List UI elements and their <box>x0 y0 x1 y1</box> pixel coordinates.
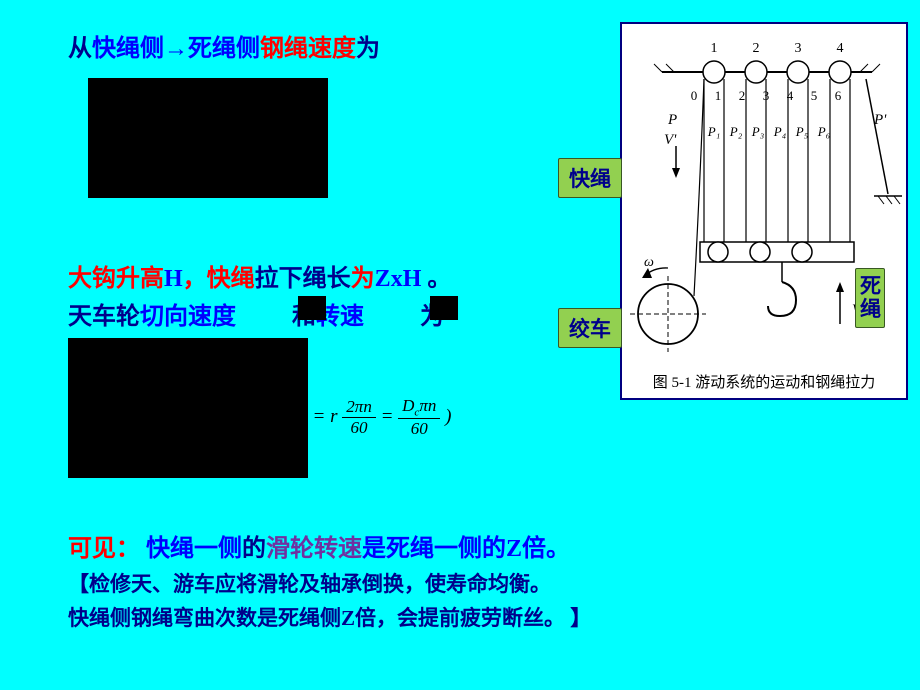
l1-seg2: 快绳侧→死绳侧 <box>92 36 260 62</box>
slide-root: 从快绳侧→死绳侧钢绳速度为 大钩升高H，快绳拉下绳长为ZxH 。 天车轮切向速度… <box>0 0 920 690</box>
redacted-inline-2 <box>430 296 458 320</box>
l2-seg6: Z <box>375 266 391 292</box>
text-line-2: 大钩升高H，快绳拉下绳长为ZxH 。 <box>68 258 451 293</box>
l3-seg1: 天车轮 <box>68 304 140 330</box>
callout-fast-rope: 快绳 <box>558 158 622 198</box>
text-line-1: 从快绳侧→死绳侧钢绳速度为 <box>68 28 380 63</box>
formula-lhs: V" <box>248 406 265 427</box>
fig-f1: P₁ <box>707 124 720 139</box>
l2-seg2: H <box>164 266 183 292</box>
formula-frac1: 2πn 60 <box>342 397 376 438</box>
l1-seg3: 钢绳速度 <box>260 36 356 62</box>
fig-f2: P₂ <box>729 124 743 139</box>
formula-den2: 60 <box>398 419 440 439</box>
l1-seg1: 从 <box>68 36 92 62</box>
fig-sn-6: 6 <box>835 88 842 103</box>
fig-omega: ω <box>644 255 654 270</box>
l2-seg5: 为 <box>351 266 375 292</box>
l4-seg1: 可见： <box>68 536 140 562</box>
formula-num2: Dcπn <box>398 396 440 419</box>
formula-eq2: = <box>381 406 399 427</box>
l2-seg7: x <box>391 266 403 292</box>
figure-5-1: 1 2 3 4 0 1 2 3 4 5 6 P V' P' <box>620 22 908 400</box>
fig-sn-5: 5 <box>811 88 818 103</box>
fig-topnum-2: 2 <box>753 41 760 56</box>
redacted-inline-1 <box>298 296 326 320</box>
fig-topnum-3: 3 <box>795 41 802 56</box>
text-line-4: 可见： 快绳一侧的滑轮转速是死绳一侧的Z倍。 <box>68 528 570 563</box>
fig-sn-2: 2 <box>739 88 746 103</box>
fig-topnum-1: 1 <box>711 41 718 56</box>
callout-drawworks: 绞车 <box>558 308 622 348</box>
fig-f5: P₅ <box>795 124 808 139</box>
formula-tail: ) <box>445 406 451 427</box>
l1-seg4: 为 <box>356 36 380 62</box>
l2-seg3: ，快绳 <box>183 266 255 292</box>
formula-frac2: Dcπn 60 <box>398 396 440 439</box>
redacted-block-1 <box>88 78 328 198</box>
formula-eq1: = rω = r <box>269 406 337 427</box>
l2-seg1: 大钩升高 <box>68 266 164 292</box>
fig-f6: P₆ <box>817 124 830 139</box>
fig-Vprime: V' <box>664 132 677 148</box>
figure-caption: 图 5-1 游动系统的运动和钢绳拉力 <box>622 371 906 392</box>
text-line-6: 快绳侧钢绳弯曲次数是死绳侧Z倍，会提前疲劳断丝。 】 <box>68 602 591 632</box>
text-line-5: 【检修天、游车应将滑轮及轴承倒换，使寿命均衡。 <box>68 568 551 598</box>
l2-seg4: 拉下绳长 <box>255 266 351 292</box>
fig-P: P <box>667 112 677 128</box>
l4-seg4: 滑轮转速 <box>266 536 362 562</box>
formula-num1: 2πn <box>342 397 376 418</box>
l3-seg2: 切向速度 <box>140 304 236 330</box>
l4-seg5: 是死绳一侧的 <box>362 536 506 562</box>
text-line-3: 天车轮切向速度 和转速 为 <box>68 296 444 331</box>
formula-den1: 60 <box>342 418 376 438</box>
fig-f3: P₃ <box>751 124 764 139</box>
formula: V" = rω = r 2πn 60 = Dcπn 60 ) <box>248 396 451 439</box>
callout-dead-rope: 死绳 <box>855 268 885 328</box>
l2-seg9: 。 <box>421 266 451 292</box>
fig-sn-0: 0 <box>691 88 698 103</box>
l2-seg8: H <box>403 266 422 292</box>
fig-topnum-4: 4 <box>837 41 844 56</box>
fig-sn-1: 1 <box>715 88 722 103</box>
l4-seg3: 的 <box>242 536 266 562</box>
l4-seg6: Z倍。 <box>506 536 570 562</box>
fig-f4: P₄ <box>773 124 787 139</box>
l4-seg2: 快绳一侧 <box>146 536 242 562</box>
